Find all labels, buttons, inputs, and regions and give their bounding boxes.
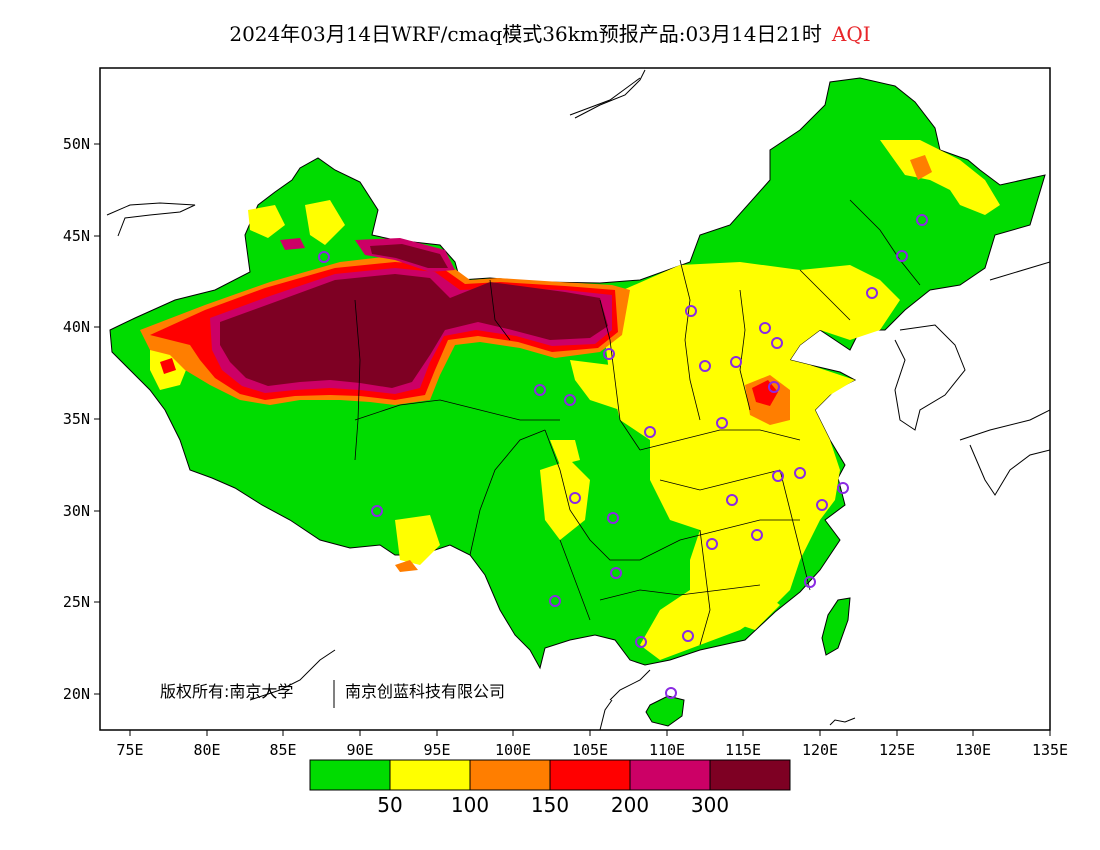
lat-tick-label: 25N <box>63 593 90 611</box>
map-title: 2024年03月14日WRF/cmaq模式36km预报产品:03月14日21时 A… <box>0 18 1100 47</box>
legend-label: 200 <box>611 793 649 817</box>
legend-swatch-moderate <box>389 759 471 791</box>
lat-axis <box>94 143 100 695</box>
station-markers <box>318 214 928 699</box>
lon-tick-label: 115E <box>725 741 761 759</box>
legend-label: 100 <box>451 793 489 817</box>
lat-tick-label: 40N <box>63 318 90 336</box>
lon-tick-label: 120E <box>802 741 838 759</box>
aqi-legend: 50 100 150 200 300 <box>309 759 791 817</box>
province-boundaries <box>354 199 921 646</box>
lon-axis <box>129 730 1051 736</box>
aqi-zone-hazardous <box>220 244 608 388</box>
lat-tick-labels: 50N 45N 40N 35N 30N 25N 20N <box>63 135 90 703</box>
lon-tick-label: 105E <box>572 741 608 759</box>
legend-swatch-sensitive <box>469 759 551 791</box>
legend-label: 50 <box>377 793 402 817</box>
lon-tick-label: 135E <box>1032 741 1068 759</box>
lat-tick-label: 30N <box>63 502 90 520</box>
legend-label: 150 <box>531 793 569 817</box>
plot-frame <box>99 67 1051 731</box>
lon-tick-label: 80E <box>193 741 220 759</box>
lat-tick-label: 45N <box>63 227 90 245</box>
lon-tick-labels: 75E 80E 85E 90E 95E 100E 105E 110E 115E … <box>116 741 1068 759</box>
title-aqi-label: AQI <box>831 22 871 46</box>
lon-tick-label: 110E <box>649 741 685 759</box>
credit-owner: 版权所有:南京大学 <box>160 682 293 701</box>
lat-tick-label: 35N <box>63 410 90 428</box>
lon-tick-label: 75E <box>116 741 143 759</box>
lat-tick-label: 20N <box>63 685 90 703</box>
coastlines <box>106 69 1050 730</box>
lon-tick-label: 125E <box>879 741 915 759</box>
taiwan-island <box>821 597 851 656</box>
legend-label: 300 <box>691 793 729 817</box>
lon-tick-label: 95E <box>423 741 450 759</box>
legend-swatch-hazardous <box>709 759 791 791</box>
hainan-island <box>645 695 685 727</box>
lon-tick-label: 130E <box>955 741 991 759</box>
title-text: 2024年03月14日WRF/cmaq模式36km预报产品:03月14日21时 <box>229 22 822 46</box>
lat-tick-label: 50N <box>63 135 90 153</box>
lon-tick-label: 85E <box>269 741 296 759</box>
lon-tick-label: 100E <box>495 741 531 759</box>
legend-swatch-good <box>309 759 391 791</box>
credit-company: 南京创蓝科技有限公司 <box>345 682 505 701</box>
aqi-zone-moderate <box>150 140 1000 660</box>
map-area <box>106 69 1050 730</box>
legend-swatch-unhealthy <box>549 759 631 791</box>
legend-swatch-very-unhealthy <box>629 759 711 791</box>
lon-tick-label: 90E <box>346 741 373 759</box>
